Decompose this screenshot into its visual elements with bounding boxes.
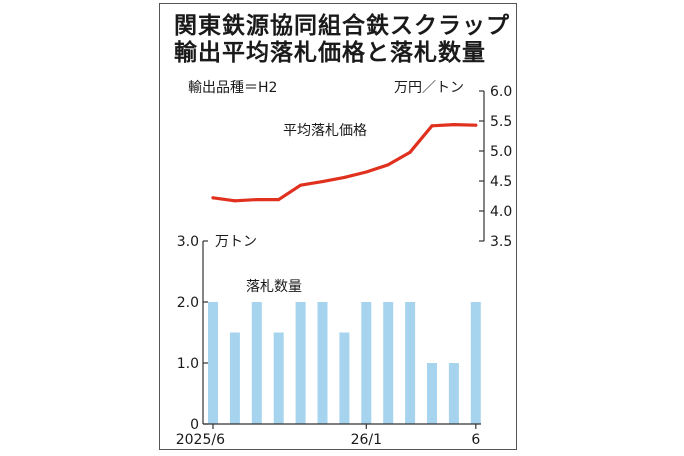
price-tick-label-2: 4.5 (490, 174, 512, 190)
price-point-1 (233, 199, 237, 203)
price-point-4 (299, 183, 303, 187)
quantity-bar-1 (229, 332, 240, 424)
quantity-bar-2 (251, 302, 262, 424)
quantity-bar-0 (208, 302, 218, 424)
quantity-tick-label-2: 2.0 (177, 295, 199, 311)
quantity-bar-3 (273, 332, 284, 424)
quantity-tick-label-1: 1.0 (177, 356, 199, 372)
price-tick-label-1: 4.0 (490, 204, 512, 220)
quantity-bar-8 (383, 302, 394, 424)
price-point-9 (408, 150, 412, 154)
price-line (211, 122, 478, 203)
price-axis-unit: 万円／トン (394, 80, 464, 96)
x-tick-label-1: 26/1 (351, 432, 382, 448)
price-tick-label-4: 5.5 (490, 114, 512, 130)
price-point-10 (430, 124, 434, 128)
price-tick-label-3: 5.0 (490, 144, 512, 160)
price-series-label: 平均落札価格 (283, 123, 367, 139)
price-tick-label-5: 6.0 (490, 84, 512, 100)
quantity-bar-11 (448, 363, 459, 424)
quantity-bar-10 (427, 363, 437, 424)
quantity-series-label: 落札数量 (246, 279, 302, 295)
quantity-tick-label-0: 0 (190, 417, 199, 433)
price-tick-label-0: 3.5 (490, 234, 512, 250)
quantity-bar-9 (405, 302, 416, 424)
quantity-bar-12 (470, 302, 481, 424)
x-tick-label-2: 6 (471, 432, 480, 448)
price-point-8 (386, 163, 390, 167)
price-point-2 (255, 198, 259, 202)
chart-subtitle: 輸出品種＝H2 (188, 80, 278, 96)
quantity-tick-label-3: 3.0 (177, 234, 199, 250)
quantity-axis-unit: 万トン (215, 234, 257, 250)
price-point-5 (321, 180, 324, 184)
quantity-bar-6 (339, 332, 350, 424)
quantity-bar-4 (295, 302, 306, 424)
chart-frame: 関東鉄源協同組合鉄スクラップ 輸出平均落札価格と落札数量 (159, 3, 517, 450)
price-point-6 (342, 175, 346, 179)
quantity-bar-7 (361, 302, 372, 424)
chart-title-line1: 関東鉄源協同組合鉄スクラップ (174, 13, 510, 39)
price-point-11 (452, 123, 456, 127)
price-point-0 (211, 196, 215, 200)
chart-title-line2: 輸出平均落札価格と落札数量 (174, 40, 486, 66)
quantity-bar-5 (317, 302, 328, 424)
x-tick-label-0: 2025/6 (176, 432, 225, 448)
price-point-3 (277, 198, 281, 202)
price-point-12 (474, 123, 478, 127)
price-point-7 (364, 170, 368, 174)
